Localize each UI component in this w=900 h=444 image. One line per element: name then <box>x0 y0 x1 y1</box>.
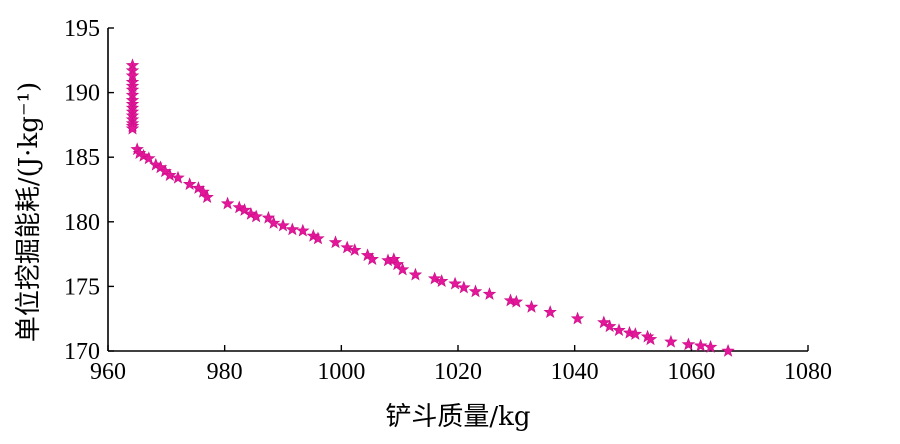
x-axis-ticks: 960 980 1000 1020 1040 1060 1080 <box>90 345 832 385</box>
data-point <box>468 284 483 298</box>
data-point <box>142 151 156 165</box>
y-axis-label: 单位挖掘能耗/(J·kg⁻¹) <box>14 82 44 342</box>
y-axis-ticks: 170 175 180 185 190 195 <box>64 16 114 365</box>
y-tick-label: 175 <box>64 274 100 300</box>
y-tick-label: 170 <box>64 339 100 365</box>
data-point <box>220 196 235 210</box>
x-tick-label: 1000 <box>317 359 365 385</box>
data-point <box>509 294 524 308</box>
data-point <box>276 218 290 232</box>
data-point <box>266 216 281 229</box>
data-point <box>434 274 449 287</box>
data-point <box>171 170 185 184</box>
data-point <box>693 338 708 352</box>
y-tick-label: 180 <box>64 210 100 236</box>
plot-area <box>107 28 808 352</box>
data-point <box>261 210 276 224</box>
data-point <box>681 337 696 351</box>
data-point <box>365 252 379 265</box>
data-point <box>612 323 626 337</box>
x-tick-label: 1040 <box>551 359 599 385</box>
data-point <box>703 340 718 353</box>
data-point <box>348 243 362 256</box>
data-point <box>311 231 325 245</box>
data-points <box>125 58 735 357</box>
x-tick-label: 1060 <box>667 359 715 385</box>
x-tick-label: 980 <box>207 359 243 385</box>
data-point <box>597 315 611 329</box>
data-point <box>570 311 585 325</box>
data-point <box>482 287 497 300</box>
data-point <box>163 168 177 181</box>
data-point <box>200 190 214 203</box>
data-point <box>328 235 343 249</box>
x-tick-label: 960 <box>90 359 126 385</box>
data-point <box>340 240 354 254</box>
data-point <box>196 185 210 198</box>
x-tick-label: 1020 <box>434 359 482 385</box>
data-point <box>390 257 405 271</box>
data-point <box>408 267 423 281</box>
data-point <box>543 305 557 318</box>
data-point <box>182 177 197 191</box>
data-point <box>296 223 310 237</box>
data-point <box>721 343 735 357</box>
data-point <box>249 209 263 223</box>
data-point <box>643 332 658 346</box>
data-point <box>387 252 401 265</box>
data-point <box>524 300 539 313</box>
data-point <box>285 222 300 236</box>
data-point <box>457 280 471 294</box>
data-point <box>395 262 410 276</box>
data-point <box>602 319 617 333</box>
y-tick-label: 190 <box>64 81 100 107</box>
data-point <box>237 203 252 216</box>
data-point <box>448 276 462 290</box>
data-point <box>628 327 643 340</box>
data-point <box>664 334 678 348</box>
y-tick-label: 195 <box>64 16 100 42</box>
data-point <box>427 271 442 285</box>
data-point <box>125 121 140 135</box>
y-tick-label: 185 <box>64 145 100 171</box>
x-tick-label: 1080 <box>784 359 832 385</box>
x-axis-label: 铲斗质量/kg <box>385 402 530 432</box>
